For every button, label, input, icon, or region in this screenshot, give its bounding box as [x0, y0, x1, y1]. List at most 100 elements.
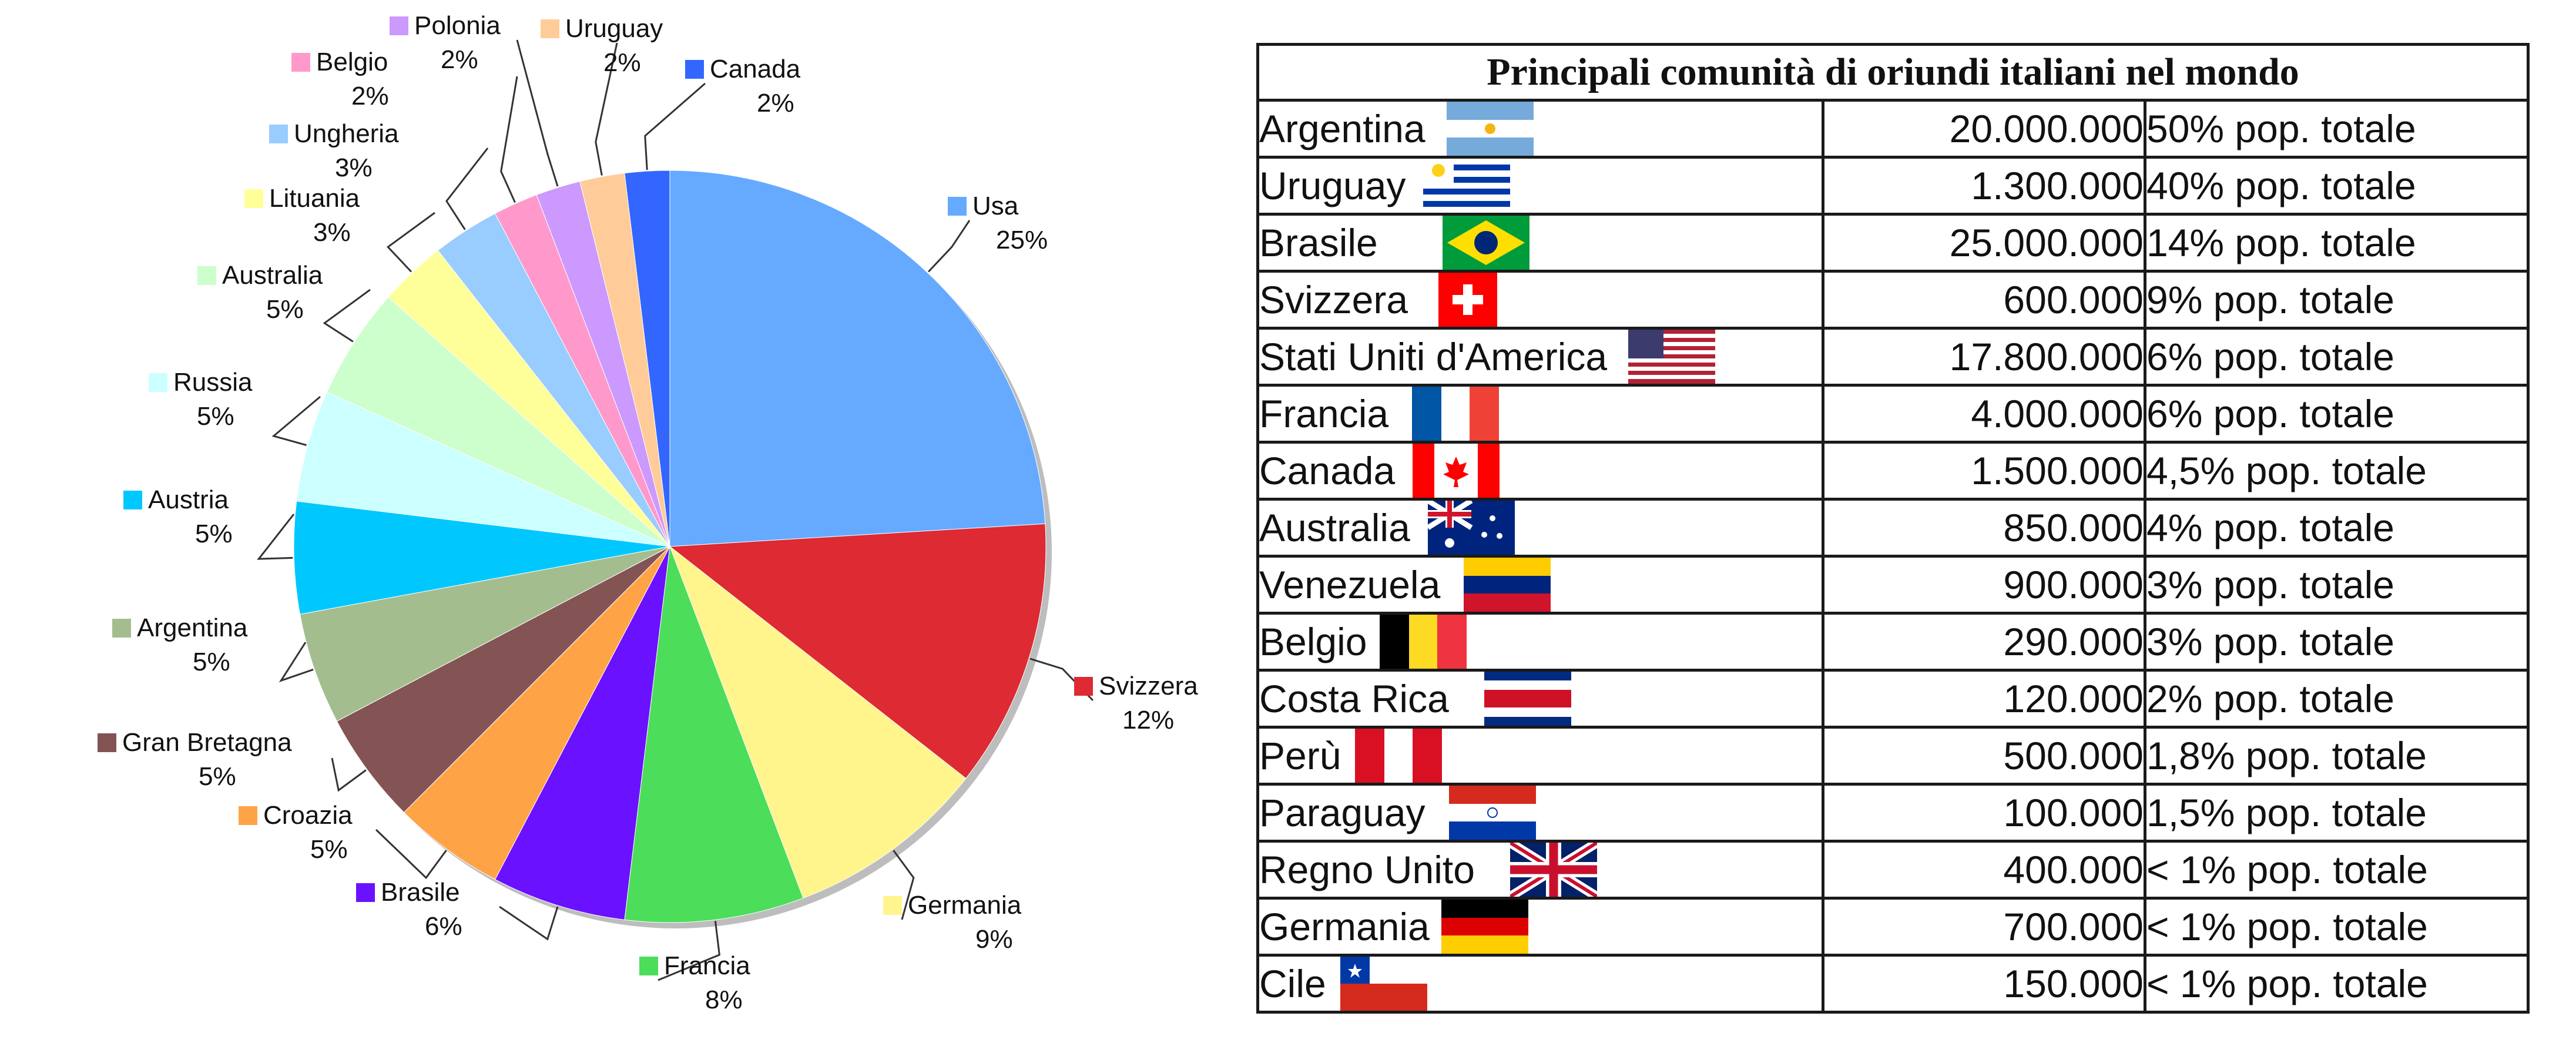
pie-label-percent: 5%: [310, 835, 348, 864]
pie-slice-austria: [293, 501, 670, 615]
pie-label-swatch: [269, 125, 288, 143]
pie-label-percent: 9%: [975, 925, 1013, 954]
table-row: Canada 1.500.000 4,5% pop. totale: [1256, 441, 2530, 501]
country-cell: Brasile: [1256, 213, 1824, 273]
pie-leader-line: [271, 395, 321, 447]
table-row: Paraguay 100.000 1,5% pop. totale: [1256, 783, 2530, 843]
country-name: Germania: [1259, 905, 1430, 948]
pie-label-name: Usa: [972, 192, 1019, 220]
pie-label-percent: 5%: [266, 295, 304, 324]
pie-leader-line: [445, 147, 489, 230]
pie-leader-line: [516, 39, 559, 187]
pie-label-percent: 3%: [335, 153, 373, 182]
brazil-flag: [1442, 217, 1530, 269]
pie-label-swatch: [239, 806, 257, 825]
pie-label-name: Germania: [908, 891, 1022, 920]
percentage-cell: 1,5% pop. totale: [2143, 783, 2530, 843]
population-cell: 600.000: [1822, 270, 2146, 330]
pie-slice-russia: [296, 391, 670, 547]
percentage-cell: < 1% pop. totale: [2143, 954, 2530, 1014]
table-row: Perù 500.000 1,8% pop. totale: [1256, 726, 2530, 786]
pie-slice-canada: [624, 170, 670, 547]
country-name: Argentina: [1259, 107, 1425, 150]
population-cell: 700.000: [1822, 897, 2146, 957]
percentage-cell: 40% pop. totale: [2143, 156, 2530, 216]
pie-leader-line: [279, 642, 314, 683]
pie-slice-australia: [326, 296, 670, 547]
country-cell: Regno Unito: [1256, 840, 1824, 900]
pie-label-swatch: [1074, 677, 1093, 696]
country-cell: Uruguay: [1256, 156, 1824, 216]
pie-label-percent: 25%: [996, 226, 1048, 254]
france-flag: [1412, 388, 1500, 440]
country-name: Stati Uniti d'America: [1259, 335, 1608, 378]
pie-leader-line: [927, 220, 971, 273]
pie-leader-line: [893, 850, 915, 920]
pie-label-percent: 2%: [757, 89, 794, 118]
population-cell: 20.000.000: [1822, 99, 2146, 159]
pie-label-swatch: [639, 957, 658, 975]
pie-label-swatch: [948, 197, 967, 216]
country-cell: Germania: [1256, 897, 1824, 957]
population-cell: 4.000.000: [1822, 384, 2146, 444]
country-name: Francia: [1259, 392, 1389, 435]
table-row: Cile 150.000 < 1% pop. totale: [1256, 954, 2530, 1014]
pie-label-name: Austria: [148, 485, 229, 514]
population-cell: 900.000: [1822, 555, 2146, 615]
population-cell: 1.500.000: [1822, 441, 2146, 501]
country-cell: Belgio: [1256, 612, 1824, 672]
pie-label-name: Canada: [710, 55, 801, 83]
country-name: Venezuela: [1259, 563, 1441, 606]
country-cell: Canada: [1256, 441, 1824, 501]
canada-flag: [1413, 445, 1500, 497]
table-row: Svizzera 600.000 9% pop. totale: [1256, 270, 2530, 330]
table-row: Costa Rica 120.000 2% pop. totale: [1256, 669, 2530, 729]
pie-slice-brasile: [494, 546, 670, 920]
country-cell: Stati Uniti d'America: [1256, 327, 1824, 387]
communities-table-container: Principali comunità di oriundi italiani …: [1256, 43, 2530, 1014]
australia-flag: [1427, 502, 1515, 554]
population-cell: 150.000: [1822, 954, 2146, 1014]
pie-label-name: Croazia: [263, 801, 353, 830]
pie-leader-line: [595, 42, 618, 176]
pie-label-percent: 2%: [603, 48, 641, 77]
country-name: Belgio: [1259, 620, 1367, 663]
chile-flag: [1340, 958, 1427, 1010]
pie-label-swatch: [685, 60, 704, 79]
pie-label-swatch: [149, 373, 167, 392]
pie-label-percent: 3%: [313, 218, 351, 247]
percentage-cell: 3% pop. totale: [2143, 555, 2530, 615]
pie-slice-germania: [669, 545, 967, 899]
pie-label-percent: 5%: [199, 762, 236, 791]
pie-label-name: Australia: [222, 261, 323, 290]
country-name: Canada: [1259, 449, 1396, 492]
pie-label-name: Lituania: [269, 184, 360, 213]
table-row: Regno Unito 400.000 < 1% pop. totale: [1256, 840, 2530, 900]
pie-label-name: Ungheria: [294, 119, 399, 148]
percentage-cell: < 1% pop. totale: [2143, 840, 2530, 900]
pie-label-swatch: [291, 53, 310, 72]
pie-leader-line: [375, 829, 447, 880]
pie-label-percent: 6%: [425, 912, 462, 941]
country-name: Regno Unito: [1259, 848, 1475, 891]
percentage-cell: 2% pop. totale: [2143, 669, 2530, 729]
pie-label-swatch: [390, 16, 408, 35]
pie-label-percent: 8%: [705, 985, 743, 1014]
pie-label-percent: 5%: [197, 402, 234, 431]
table-row: Francia 4.000.000 6% pop. totale: [1256, 384, 2530, 444]
country-name: Brasile: [1259, 221, 1378, 264]
pie-label-swatch: [883, 896, 902, 915]
pie-slice-croazia: [403, 546, 670, 880]
uruguay-flag: [1423, 160, 1511, 212]
pie-leader-line: [499, 906, 559, 941]
pie-slice-argentina: [299, 546, 670, 722]
venezuela-flag: [1464, 559, 1551, 611]
percentage-cell: 9% pop. totale: [2143, 270, 2530, 330]
pie-label-percent: 12%: [1122, 706, 1174, 735]
pie-label-swatch: [356, 883, 375, 902]
table-body: Argentina 20.000.000 50% pop. totale Urugua…: [1256, 99, 2530, 1014]
pie-label-swatch: [197, 266, 216, 285]
pie-slice-francia: [624, 546, 804, 923]
percentage-cell: 4,5% pop. totale: [2143, 441, 2530, 501]
percentage-cell: 50% pop. totale: [2143, 99, 2530, 159]
